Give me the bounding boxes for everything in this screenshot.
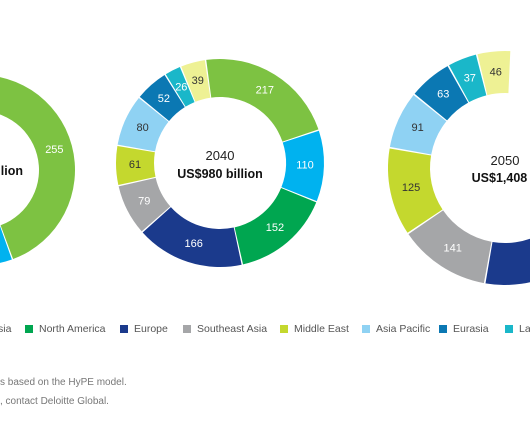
footnote-1: s based on the HyPE model. bbox=[0, 377, 127, 388]
segment-label: 110 bbox=[296, 160, 314, 172]
donut-chart-2040: 217 110 152 166 79 61 80 52 26 39 2040 US$980 billi… bbox=[115, 59, 324, 267]
legend-item-asia-pacific: Asia Pacific bbox=[362, 323, 430, 335]
donut-segment bbox=[118, 177, 171, 232]
legend-swatch bbox=[183, 325, 191, 333]
segment-label: 217 bbox=[256, 85, 274, 97]
donut-segment bbox=[485, 238, 530, 285]
donut-segment bbox=[142, 207, 242, 267]
center-year: 2050 bbox=[491, 153, 520, 168]
donut-segment bbox=[181, 60, 211, 102]
donut-segment bbox=[115, 146, 156, 185]
center-total: US$1,408 b bbox=[472, 171, 530, 185]
donut-segment bbox=[234, 188, 317, 265]
legend-swatch bbox=[505, 325, 513, 333]
donut-segment bbox=[206, 59, 319, 142]
segment-label: 152 bbox=[266, 222, 284, 234]
segment-label: 80 bbox=[136, 122, 148, 134]
donut-chart-2030: 255 lion bbox=[0, 77, 75, 263]
legend-swatch bbox=[120, 325, 128, 333]
legend-swatch bbox=[362, 325, 370, 333]
segment-label: 166 bbox=[185, 238, 203, 250]
donut-segment bbox=[0, 226, 12, 263]
donut-segment bbox=[408, 210, 492, 284]
segment-label: 125 bbox=[402, 182, 420, 194]
legend-swatch bbox=[25, 325, 33, 333]
segment-label: 61 bbox=[129, 159, 141, 171]
legend-item-southeast-asia: Southeast Asia bbox=[183, 323, 267, 335]
legend-swatch bbox=[280, 325, 288, 333]
segment-label: 79 bbox=[138, 196, 150, 208]
donut-segment bbox=[477, 51, 511, 96]
segment-label: 46 bbox=[490, 66, 502, 78]
center-year: 2040 bbox=[206, 148, 235, 163]
segment-label: 37 bbox=[464, 73, 476, 85]
legend-item-middle-east: Middle East bbox=[280, 323, 349, 335]
donut-charts: 255 lion 217 110 152 166 79 61 80 52 26 39 2040 US$9… bbox=[0, 51, 530, 285]
segment-label: 39 bbox=[192, 75, 204, 87]
donut-segment bbox=[139, 75, 185, 122]
donut-segment bbox=[448, 54, 487, 103]
segment-label: 26 bbox=[175, 81, 187, 93]
donut-segment bbox=[0, 77, 75, 260]
donut-segment bbox=[414, 66, 469, 121]
segment-label: 91 bbox=[412, 122, 424, 134]
segment-label: 255 bbox=[45, 144, 63, 156]
legend-item-europe: Europe bbox=[120, 323, 168, 335]
donut-segment bbox=[281, 130, 324, 202]
footnote-2: , contact Deloitte Global. bbox=[0, 396, 109, 407]
center-total: US$980 billion bbox=[177, 167, 262, 181]
segment-label: 63 bbox=[437, 88, 449, 100]
legend-item-eurasia: Eurasia bbox=[439, 323, 489, 335]
segment-label: 52 bbox=[158, 93, 170, 105]
legend-swatch bbox=[439, 325, 447, 333]
legend-item: sia bbox=[0, 323, 12, 335]
donut-chart-2050: 141 125 91 63 37 46 2050 US$1,408 b bbox=[388, 51, 530, 285]
center-total: lion bbox=[1, 164, 23, 178]
legend: sia North America Europe Southeast Asia … bbox=[0, 323, 530, 341]
legend-item-north-america: North America bbox=[25, 323, 106, 335]
segment-label: 141 bbox=[444, 243, 462, 255]
donut-segment bbox=[388, 148, 443, 233]
donut-segment bbox=[117, 97, 169, 152]
donut-segment bbox=[165, 67, 195, 107]
legend-item-latin-america: La bbox=[505, 323, 530, 335]
donut-segment bbox=[389, 95, 447, 155]
